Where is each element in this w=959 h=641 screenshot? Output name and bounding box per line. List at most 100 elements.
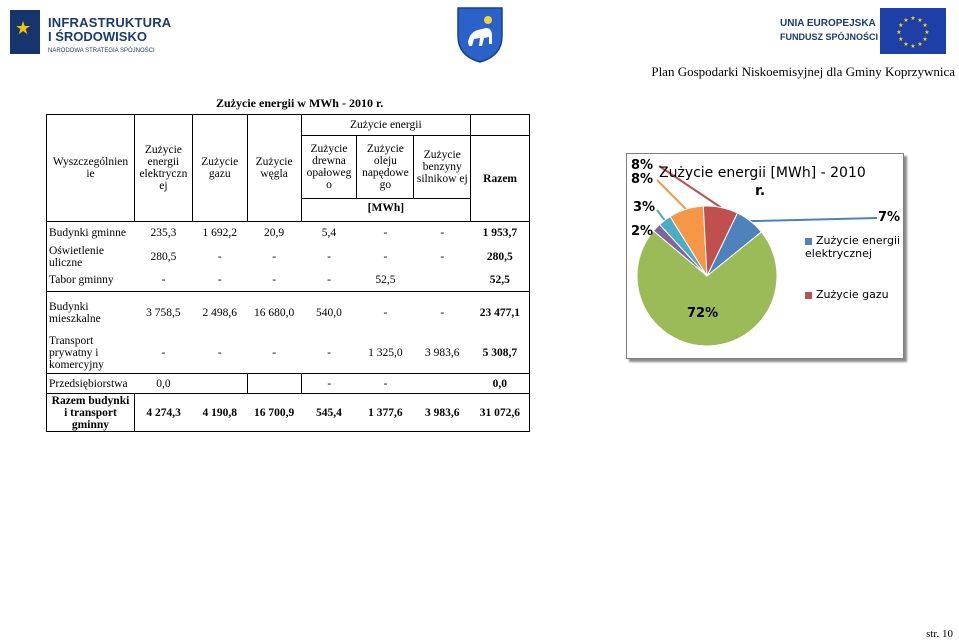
- eu-flag-icon: ★ ★ ★ ★ ★ ★ ★ ★ ★ ★ ★ ★: [880, 8, 946, 54]
- logo-line1: INFRASTRUKTURA: [48, 15, 172, 30]
- pie-leader-line: [656, 209, 666, 221]
- eu-star-icon: ★: [898, 36, 903, 43]
- energy-table: Wyszczególnien ie Zużycie energii elektr…: [46, 114, 530, 432]
- cell: -: [134, 269, 193, 292]
- cell: -: [192, 269, 248, 292]
- eu-star-icon: ★: [910, 43, 915, 50]
- cell-total: 31 072,6: [470, 393, 530, 432]
- document-title: Plan Gospodarki Niskoemisyjnej dla Gminy…: [651, 64, 955, 79]
- row-label: Budynki gminne: [46, 221, 135, 244]
- cell: 2 498,6: [202, 306, 238, 319]
- cell: 1 692,2: [202, 226, 238, 239]
- cell: -: [217, 250, 222, 263]
- cell: [192, 373, 248, 394]
- cell: 1 325,0: [368, 347, 403, 360]
- cell: -: [440, 306, 445, 319]
- infrastruktura-logo: ★ INFRASTRUKTURA I ŚRODOWISKO NARODOWA S…: [10, 8, 171, 58]
- pie-label-8: 8%: [631, 172, 654, 187]
- cell: 545,4: [301, 393, 357, 432]
- cell: -: [440, 250, 445, 263]
- cell: -: [217, 347, 222, 360]
- row-label: Transport prywatny i komercyjny: [46, 333, 135, 374]
- cell-total: 5 308,7: [470, 333, 530, 374]
- table-row: Przedsiębiorstwa 0,0 - - 0,0: [46, 373, 530, 394]
- eu-star-icon: ★: [910, 15, 915, 22]
- pie-leader-line: [658, 165, 722, 209]
- cell-total: 1 953,7: [470, 221, 530, 244]
- row-label: Przedsiębiorstwa: [46, 373, 135, 394]
- eu-star-icon: ★: [903, 41, 908, 48]
- pie-leader-line: [750, 217, 878, 223]
- pie-chart: Zużycie energii [MWh] - 2010 r. 8% 8% 3%…: [626, 153, 904, 359]
- eu-star-icon: ★: [917, 17, 922, 24]
- cell: 4 190,8: [192, 393, 248, 432]
- header-corner: Wyszczególnien ie: [46, 114, 135, 222]
- table-title: Zużycie energii w MWh - 2010 r.: [216, 96, 384, 110]
- cell: -: [161, 347, 166, 360]
- cell: 20,9: [264, 226, 285, 239]
- eu-star-icon: ★: [917, 41, 922, 48]
- flag-icon: [10, 10, 40, 54]
- cell: -: [383, 226, 388, 239]
- eu-star-icon: ★: [903, 17, 908, 24]
- cell: -: [327, 250, 331, 263]
- legend-item-gas: Zużycie gazu: [805, 288, 901, 301]
- pie-label-7: 7%: [878, 210, 901, 225]
- cell: 540,0: [316, 306, 342, 319]
- chart-title-line2: r.: [755, 183, 766, 199]
- cell: -: [247, 269, 302, 292]
- legend-label: Zużycie energii elektrycznej: [805, 234, 901, 260]
- cell: 0,0: [134, 373, 193, 394]
- logo-line2: I ŚRODOWISKO: [48, 29, 147, 44]
- col-header-gas: Zużycie gazu: [191, 114, 248, 222]
- row-label: Oświetlenie uliczne: [46, 243, 135, 270]
- cell-total: 280,5: [470, 243, 530, 270]
- logo-line3: NARODOWA STRATEGIA SPÓJNOŚCI: [48, 48, 155, 54]
- pie-slice: [636, 230, 778, 347]
- cell: -: [272, 250, 277, 263]
- eu-logo-line2: FUNDUSZ SPÓJNOŚCI: [780, 32, 879, 42]
- eu-star-icon: ★: [922, 36, 927, 43]
- table-row: Tabor gminny - - - - 52,5 52,5: [46, 269, 530, 292]
- legend-swatch: [805, 291, 812, 299]
- pie-label-8-top: 8%: [631, 158, 654, 173]
- col-header-coal: Zużycie węgla: [246, 114, 302, 222]
- chart-title: Zużycie energii [MWh] - 2010: [659, 165, 866, 181]
- eu-star-icon: ★: [922, 22, 927, 29]
- cell: 4 274,3: [134, 393, 193, 432]
- legend-item-electric: Zużycie energii elektrycznej: [805, 234, 901, 260]
- row-label: Tabor gminny: [46, 269, 135, 292]
- eu-star-icon: ★: [898, 22, 903, 29]
- cell: 52,5: [356, 269, 414, 292]
- cell-total: 52,5: [470, 269, 530, 292]
- cell: 16 700,9: [247, 393, 302, 432]
- cell: 16 680,0: [253, 306, 295, 319]
- cell: 280,5: [150, 250, 177, 263]
- table-row: Razem budynki i transport gminny 4 274,3…: [46, 393, 530, 432]
- col-header-diesel: Zużycie oleju napędowe go: [356, 135, 415, 199]
- cell: 3 983,6: [425, 347, 460, 360]
- legend-swatch: [805, 237, 812, 245]
- pie-label-72: 72%: [687, 306, 719, 321]
- cell-total: 23 477,1: [470, 291, 530, 334]
- unit-label: [MWh]: [300, 198, 472, 217]
- cell: [413, 269, 471, 292]
- legend-label: Zużycie gazu: [816, 288, 889, 301]
- energy-group-header: Zużycie energii: [300, 114, 472, 136]
- pie-chart-svg: [636, 165, 878, 347]
- table-row: Budynki gminne 235,3 1 692,2 20,9 5,4 - …: [46, 221, 530, 244]
- row-label: Budynki mieszkalne: [46, 291, 135, 334]
- row-label: Razem budynki i transport gminny: [46, 393, 135, 432]
- pie-slice: [702, 205, 739, 277]
- coat-of-arms-icon: [456, 6, 504, 64]
- cell: -: [440, 226, 445, 239]
- cell: [413, 373, 471, 394]
- cell: 235,3: [150, 226, 177, 239]
- page-number: str. 10: [926, 628, 953, 640]
- cell: 3 983,6: [413, 393, 471, 432]
- table-row: Transport prywatny i komercyjny - - - - …: [46, 333, 530, 374]
- pie-leader-line: [656, 179, 687, 210]
- cell: 1 377,6: [356, 393, 414, 432]
- cell-total: 0,0: [470, 373, 530, 394]
- col-header-wood: Zużycie drewna opałoweg o: [300, 135, 358, 199]
